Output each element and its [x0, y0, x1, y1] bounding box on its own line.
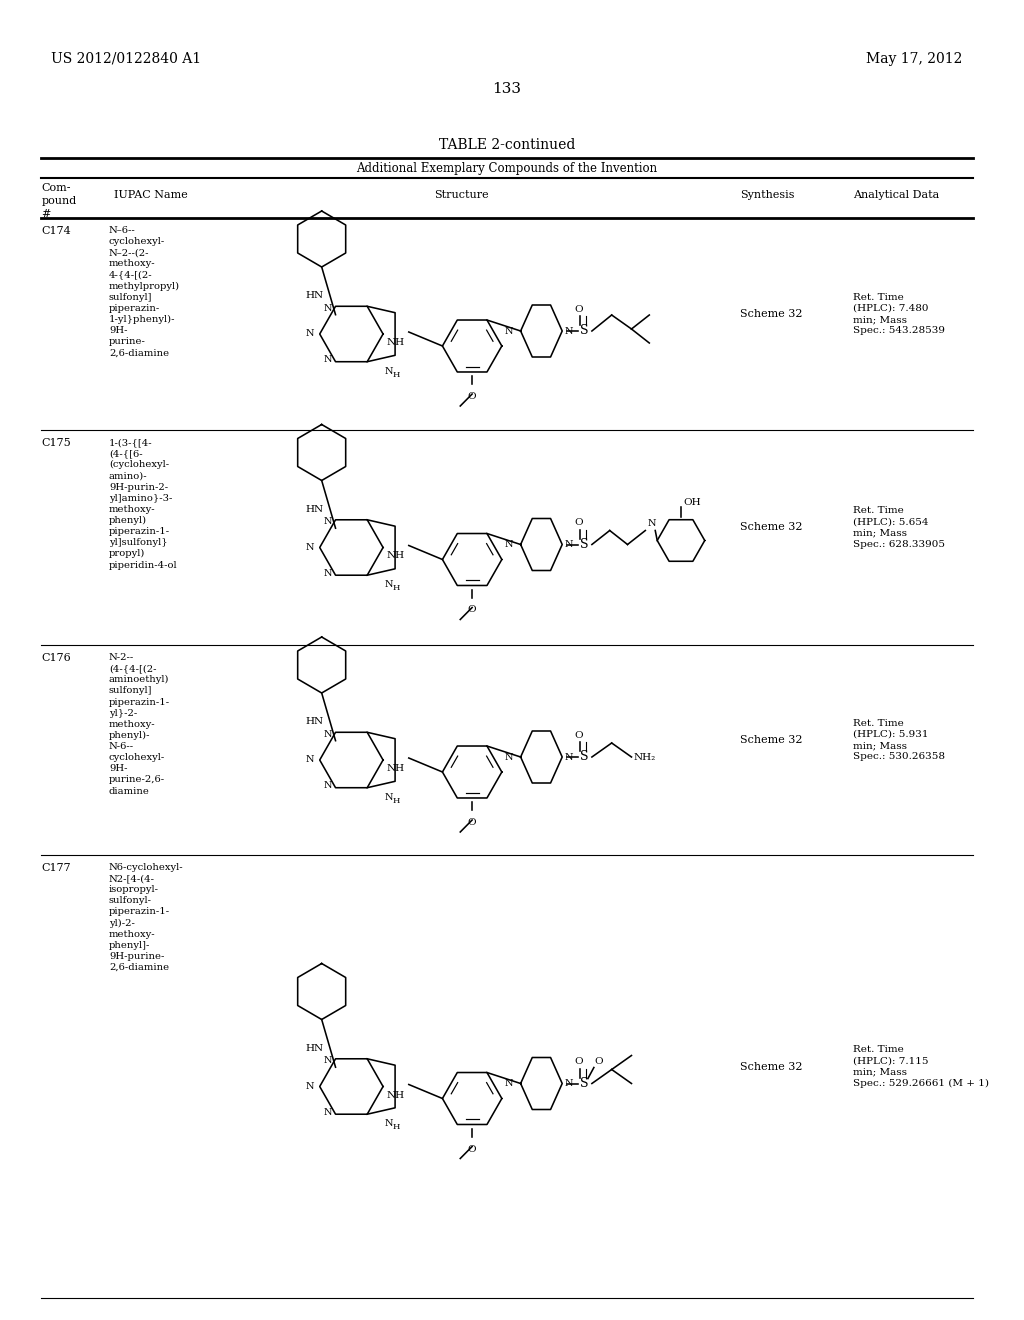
Text: IUPAC Name: IUPAC Name — [114, 190, 187, 201]
Text: O: O — [574, 517, 584, 527]
Text: N: N — [504, 326, 513, 335]
Text: N: N — [324, 304, 332, 313]
Text: N: N — [384, 792, 392, 801]
Text: Scheme 32: Scheme 32 — [740, 309, 803, 319]
Text: N: N — [324, 781, 332, 791]
Text: N: N — [564, 326, 572, 335]
Text: TABLE 2-continued: TABLE 2-continued — [438, 139, 574, 152]
Text: Scheme 32: Scheme 32 — [740, 735, 803, 744]
Text: N: N — [305, 330, 313, 338]
Text: HN: HN — [305, 1044, 324, 1053]
Text: N: N — [305, 755, 313, 764]
Text: Ret. Time
(HPLC): 5.654
min; Mass
Spec.: 628.33905: Ret. Time (HPLC): 5.654 min; Mass Spec.:… — [853, 507, 945, 549]
Text: N: N — [504, 752, 513, 762]
Text: N: N — [305, 1082, 313, 1092]
Text: N: N — [324, 1056, 332, 1065]
Text: N: N — [324, 569, 332, 578]
Text: Synthesis: Synthesis — [740, 190, 795, 201]
Text: N: N — [324, 355, 332, 364]
Text: H: H — [392, 371, 399, 379]
Text: S: S — [580, 1077, 588, 1090]
Text: Ret. Time
(HPLC): 5.931
min; Mass
Spec.: 530.26358: Ret. Time (HPLC): 5.931 min; Mass Spec.:… — [853, 719, 945, 762]
Text: Analytical Data: Analytical Data — [853, 190, 939, 201]
Text: N: N — [324, 1107, 332, 1117]
Text: 1-(3-{[4-
(4-{[6-
(cyclohexyl-
amino)-
9H-purin-2-
yl]amino}-3-
methoxy-
phenyl): 1-(3-{[4- (4-{[6- (cyclohexyl- amino)- 9… — [109, 438, 177, 570]
Text: NH: NH — [387, 552, 406, 561]
Text: NH: NH — [387, 338, 406, 347]
Text: O: O — [468, 818, 476, 828]
Text: Structure: Structure — [434, 190, 488, 201]
Text: O: O — [574, 1057, 584, 1067]
Text: O: O — [468, 1144, 476, 1154]
Text: O: O — [468, 392, 476, 401]
Text: O: O — [468, 606, 476, 615]
Text: 133: 133 — [493, 82, 521, 96]
Text: Com-
pound
#: Com- pound # — [42, 183, 77, 219]
Text: HN: HN — [305, 292, 324, 300]
Text: C176: C176 — [42, 653, 72, 663]
Text: N6-cyclohexyl-
N2-[4-(4-
isopropyl-
sulfonyl-
piperazin-1-
yl)-2-
methoxy-
pheny: N6-cyclohexyl- N2-[4-(4- isopropyl- sulf… — [109, 863, 183, 972]
Text: N: N — [305, 543, 313, 552]
Text: N: N — [647, 520, 655, 528]
Text: O: O — [574, 730, 584, 739]
Text: N: N — [384, 579, 392, 589]
Text: N: N — [504, 1078, 513, 1088]
Text: N: N — [384, 367, 392, 375]
Text: HN: HN — [305, 717, 324, 726]
Text: N: N — [564, 540, 572, 549]
Text: N: N — [564, 1078, 572, 1088]
Text: US 2012/0122840 A1: US 2012/0122840 A1 — [51, 51, 202, 66]
Text: H: H — [392, 583, 399, 591]
Text: May 17, 2012: May 17, 2012 — [865, 51, 963, 66]
Text: N: N — [324, 517, 332, 527]
Text: H: H — [392, 796, 399, 804]
Text: OH: OH — [683, 498, 700, 507]
Text: Ret. Time
(HPLC): 7.480
min; Mass
Spec.: 543.28539: Ret. Time (HPLC): 7.480 min; Mass Spec.:… — [853, 293, 945, 335]
Text: S: S — [580, 751, 588, 763]
Text: Additional Exemplary Compounds of the Invention: Additional Exemplary Compounds of the In… — [356, 162, 657, 176]
Text: N–6--
cyclohexyl-
N–2--(2-
methoxy-
4-{4-[(2-
methylpropyl)
sulfonyl]
piperazin-: N–6-- cyclohexyl- N–2--(2- methoxy- 4-{4… — [109, 226, 180, 358]
Text: NH: NH — [387, 764, 406, 774]
Text: O: O — [595, 1057, 603, 1067]
Text: S: S — [580, 325, 588, 338]
Text: N-2--
(4-{4-[(2-
aminoethyl)
sulfonyl]
piperazin-1-
yl}-2-
methoxy-
phenyl)-
N-6: N-2-- (4-{4-[(2- aminoethyl) sulfonyl] p… — [109, 653, 170, 796]
Text: N: N — [564, 752, 572, 762]
Text: N: N — [504, 540, 513, 549]
Text: N: N — [324, 730, 332, 739]
Text: O: O — [574, 305, 584, 314]
Text: H: H — [392, 1123, 399, 1131]
Text: C174: C174 — [42, 226, 72, 236]
Text: S: S — [580, 539, 588, 550]
Text: NH₂: NH₂ — [634, 752, 655, 762]
Text: C175: C175 — [42, 438, 72, 447]
Text: Scheme 32: Scheme 32 — [740, 1061, 803, 1072]
Text: Ret. Time
(HPLC): 7.115
min; Mass
Spec.: 529.26661 (M + 1): Ret. Time (HPLC): 7.115 min; Mass Spec.:… — [853, 1045, 989, 1088]
Text: Scheme 32: Scheme 32 — [740, 523, 803, 532]
Text: HN: HN — [305, 504, 324, 513]
Text: NH: NH — [387, 1090, 406, 1100]
Text: C177: C177 — [42, 863, 72, 873]
Text: N: N — [384, 1119, 392, 1129]
